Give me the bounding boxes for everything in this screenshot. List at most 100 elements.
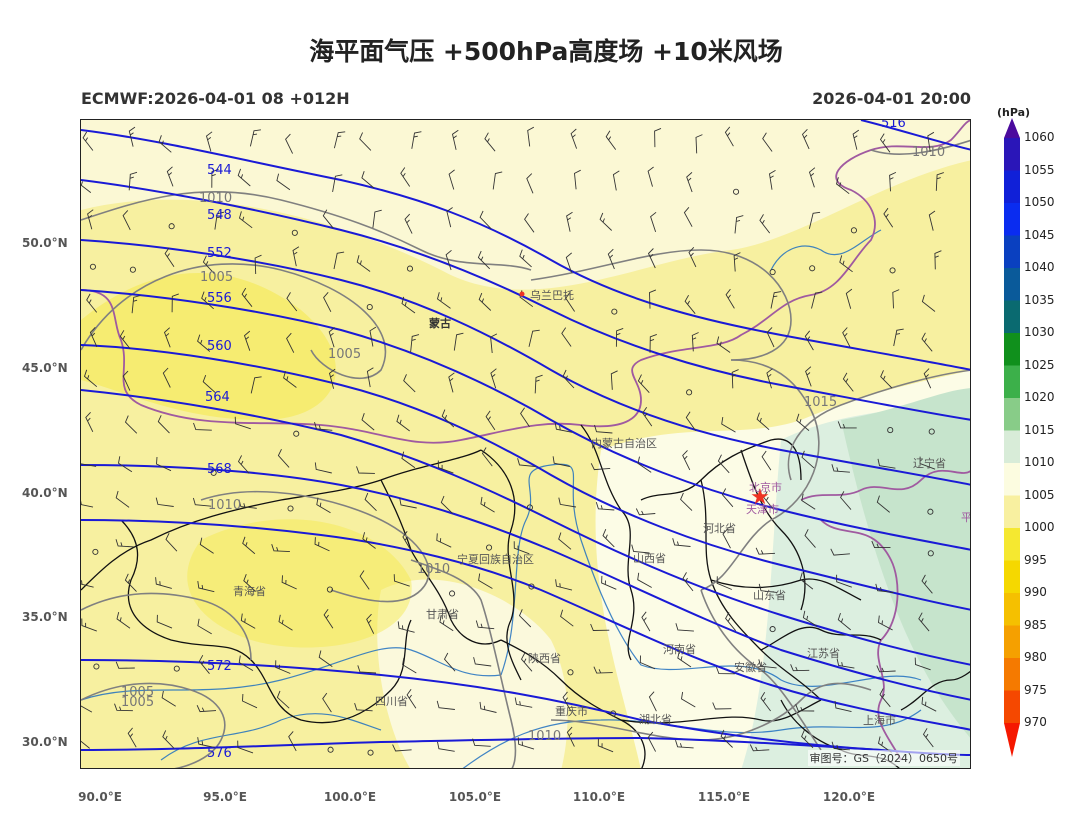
wind-barb	[333, 251, 345, 270]
wind-barb	[519, 249, 532, 268]
wind-barb	[758, 659, 777, 669]
wind-barb	[276, 173, 291, 191]
wind-barb	[322, 692, 332, 713]
wind-barb	[118, 456, 133, 473]
wind-barb	[720, 729, 733, 748]
colorbar-tick-label: 1030	[1024, 325, 1055, 339]
height-label: 576	[207, 746, 232, 761]
wind-barb	[695, 134, 703, 154]
colorbar-tick-label: 1000	[1024, 520, 1055, 534]
wind-barb	[440, 495, 454, 514]
calm-wind-marker	[92, 548, 99, 555]
wind-barb	[404, 213, 413, 234]
lat-label: 50.0°N	[22, 236, 68, 250]
wind-barb	[518, 609, 532, 628]
wind-barb	[842, 372, 854, 392]
wind-barb	[114, 703, 133, 712]
wind-barb	[400, 167, 411, 187]
lon-label: 95.0°E	[203, 790, 247, 804]
wind-barb	[193, 422, 212, 431]
calm-wind-marker	[850, 227, 857, 234]
wind-barb	[520, 407, 530, 428]
place-label: 河北省	[703, 522, 736, 535]
wind-barb	[82, 131, 94, 151]
wind-barb	[635, 508, 656, 516]
wind-barb	[171, 293, 179, 313]
wind-barb	[566, 726, 575, 747]
wind-barb	[354, 702, 373, 712]
wind-barb	[725, 612, 737, 632]
wind-barb	[362, 532, 376, 549]
wind-barb	[254, 254, 262, 275]
wind-barb	[165, 532, 178, 552]
wind-barb	[214, 211, 225, 230]
wind-barb	[158, 135, 172, 153]
wind-barb	[680, 492, 693, 511]
wind-barb	[836, 658, 855, 669]
wind-barb	[648, 691, 657, 712]
wind-barb	[919, 456, 936, 470]
wind-barb	[83, 369, 98, 388]
wind-barb	[641, 611, 651, 632]
wind-barb	[570, 128, 578, 149]
wind-barb	[288, 731, 297, 752]
height-label: 516	[881, 120, 906, 131]
weather-map[interactable]: ★ 544 548 552 556 560 564 568 572 576 51…	[80, 119, 971, 769]
wind-barb	[928, 210, 936, 231]
wind-barb	[316, 497, 331, 514]
wind-barb	[81, 463, 97, 467]
wind-barb	[124, 415, 138, 434]
place-label: 甘肃省	[426, 608, 459, 621]
lon-label: 115.0°E	[697, 790, 751, 804]
pressure-label: 1015	[804, 395, 837, 410]
wind-barb	[285, 133, 294, 154]
colorbar-cell	[1004, 300, 1020, 334]
wind-barb	[721, 488, 734, 508]
wind-barb	[81, 580, 94, 588]
wind-barb	[485, 410, 496, 431]
wind-barb	[484, 132, 496, 152]
wind-barb	[637, 456, 652, 473]
calm-wind-marker	[769, 626, 776, 633]
place-label: 天津市	[746, 502, 779, 516]
wind-barb	[275, 660, 291, 674]
wind-barb	[356, 255, 371, 272]
pressure-label: 1005	[121, 685, 154, 700]
colorbar-tick-label: 1055	[1024, 162, 1055, 177]
wind-barb	[286, 332, 295, 353]
wind-barb	[202, 374, 216, 393]
calm-wind-marker	[526, 504, 533, 511]
pressure-contours	[81, 139, 970, 768]
wind-barb	[801, 493, 816, 510]
wind-barb	[682, 450, 691, 471]
calm-wind-marker	[809, 265, 816, 272]
wind-barb	[876, 665, 896, 673]
wind-barb	[597, 738, 614, 753]
wind-barb	[242, 536, 256, 555]
map-credit: 审图号：GS（2024）0650号	[807, 750, 960, 766]
wind-barb	[639, 655, 656, 670]
wind-barb	[560, 609, 574, 627]
wind-barb	[801, 128, 810, 150]
wind-barb	[724, 126, 734, 147]
wind-barb	[197, 737, 215, 748]
place-label: 安徽省	[734, 660, 767, 674]
wind-barb	[927, 131, 935, 152]
colorbar-cell	[1004, 463, 1020, 496]
wind-barb	[401, 451, 416, 469]
wind-barb	[878, 615, 893, 631]
wind-barb	[278, 614, 293, 631]
wind-barb	[555, 579, 573, 591]
wind-barb	[650, 211, 657, 233]
wind-barb	[127, 727, 137, 748]
wind-barb	[328, 327, 335, 348]
wind-barb	[834, 700, 852, 713]
wind-barb	[688, 246, 697, 268]
wind-barb	[85, 411, 94, 432]
wind-barb	[759, 214, 771, 234]
pressure-label: 1010	[417, 562, 450, 577]
wind-barb	[716, 336, 731, 353]
wind-barb	[879, 688, 891, 708]
pressure-label: 1005	[200, 270, 233, 285]
wind-barb	[770, 291, 782, 309]
